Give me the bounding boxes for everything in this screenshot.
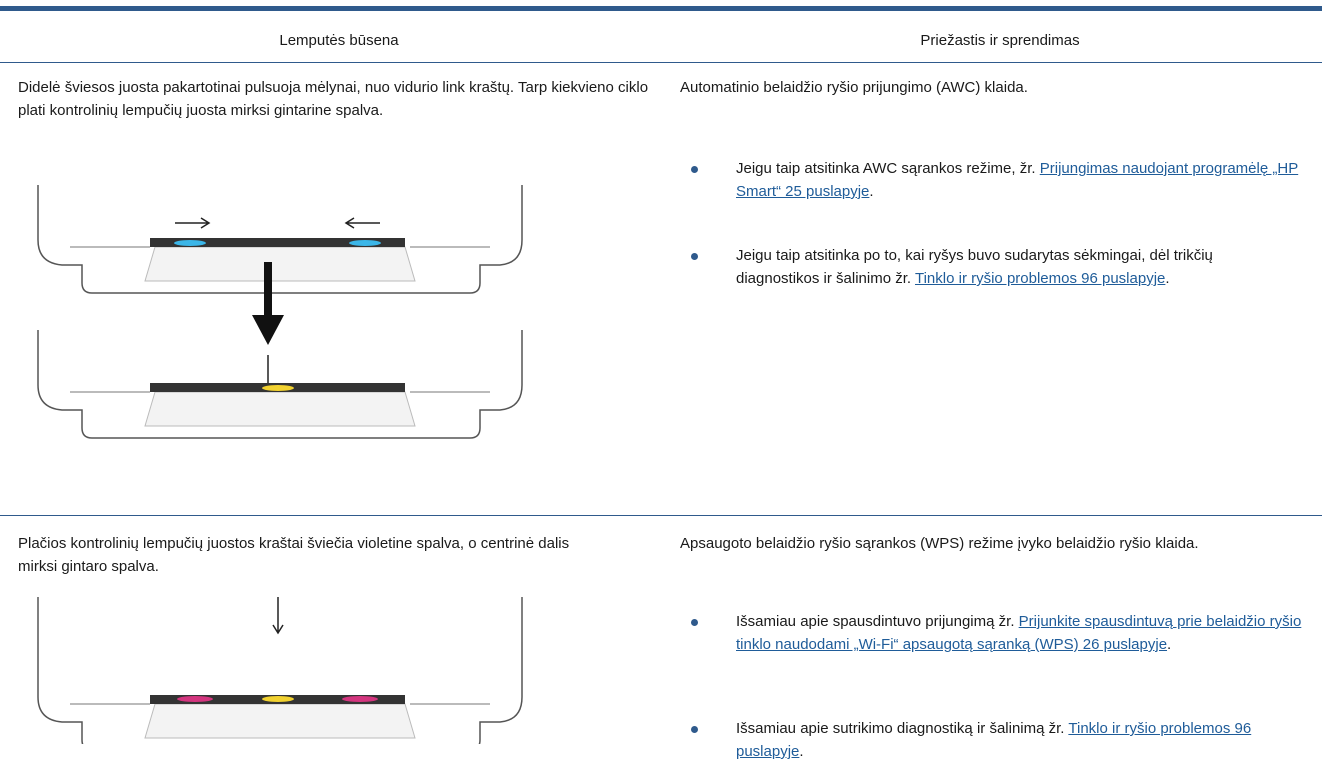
cause-text: Apsaugoto belaidžio ryšio sąrankos (WPS)… bbox=[680, 535, 1199, 552]
bullet-tail: . bbox=[869, 183, 874, 200]
bullet-tail: . bbox=[799, 743, 804, 760]
link[interactable]: Tinklo ir ryšio problemos 96 puslapyje bbox=[914, 270, 1166, 287]
bullet-text: Išsamiau apie spausdintuvo prijungimą žr… bbox=[736, 613, 1015, 630]
bullet-text: Išsamiau apie sutrikimo diagnostiką ir š… bbox=[736, 720, 1065, 737]
status-text: Plačios kontrolinių lempučių juostos kra… bbox=[18, 535, 570, 575]
bullet-text: Jeigu taip atsitinka po to, kai ryšys bu… bbox=[736, 247, 1213, 287]
bullet: Jeigu taip atsitinka po to, kai ryšys bu… bbox=[687, 244, 1276, 290]
cause-text: Automatinio belaidžio ryšio prijungimo (… bbox=[680, 79, 1028, 96]
printer-illustration bbox=[37, 184, 523, 439]
bullet-tail: . bbox=[1167, 636, 1172, 653]
bullet: Jeigu taip atsitinka AWC sąrankos režime… bbox=[687, 157, 1306, 203]
column-header: Priežastis ir sprendimas bbox=[920, 32, 1080, 49]
bullet-tail: . bbox=[1165, 270, 1170, 287]
bullet: Išsamiau apie sutrikimo diagnostiką ir š… bbox=[687, 717, 1306, 763]
bullet: Išsamiau apie spausdintuvo prijungimą žr… bbox=[687, 610, 1306, 656]
illustrations bbox=[37, 184, 523, 744]
link[interactable]: Prijunkite spausdintuvą prie belaidžio r… bbox=[736, 613, 1302, 653]
top-rule bbox=[0, 6, 1322, 11]
bullet-text: Jeigu taip atsitinka AWC sąrankos režime… bbox=[736, 160, 1036, 177]
page: Lemputės būsena Priežastis ir sprendimas… bbox=[0, 6, 1322, 760]
printer-illustration bbox=[37, 597, 523, 744]
link[interactable]: Prijungimas naudojant programėlę „HP Sma… bbox=[736, 160, 1299, 200]
column-header: Lemputės būsena bbox=[279, 32, 399, 49]
row-rule bbox=[0, 515, 1322, 516]
header-rule bbox=[0, 62, 1322, 63]
status-text: Didelė šviesos juosta pakartotinai pulsu… bbox=[18, 79, 649, 119]
